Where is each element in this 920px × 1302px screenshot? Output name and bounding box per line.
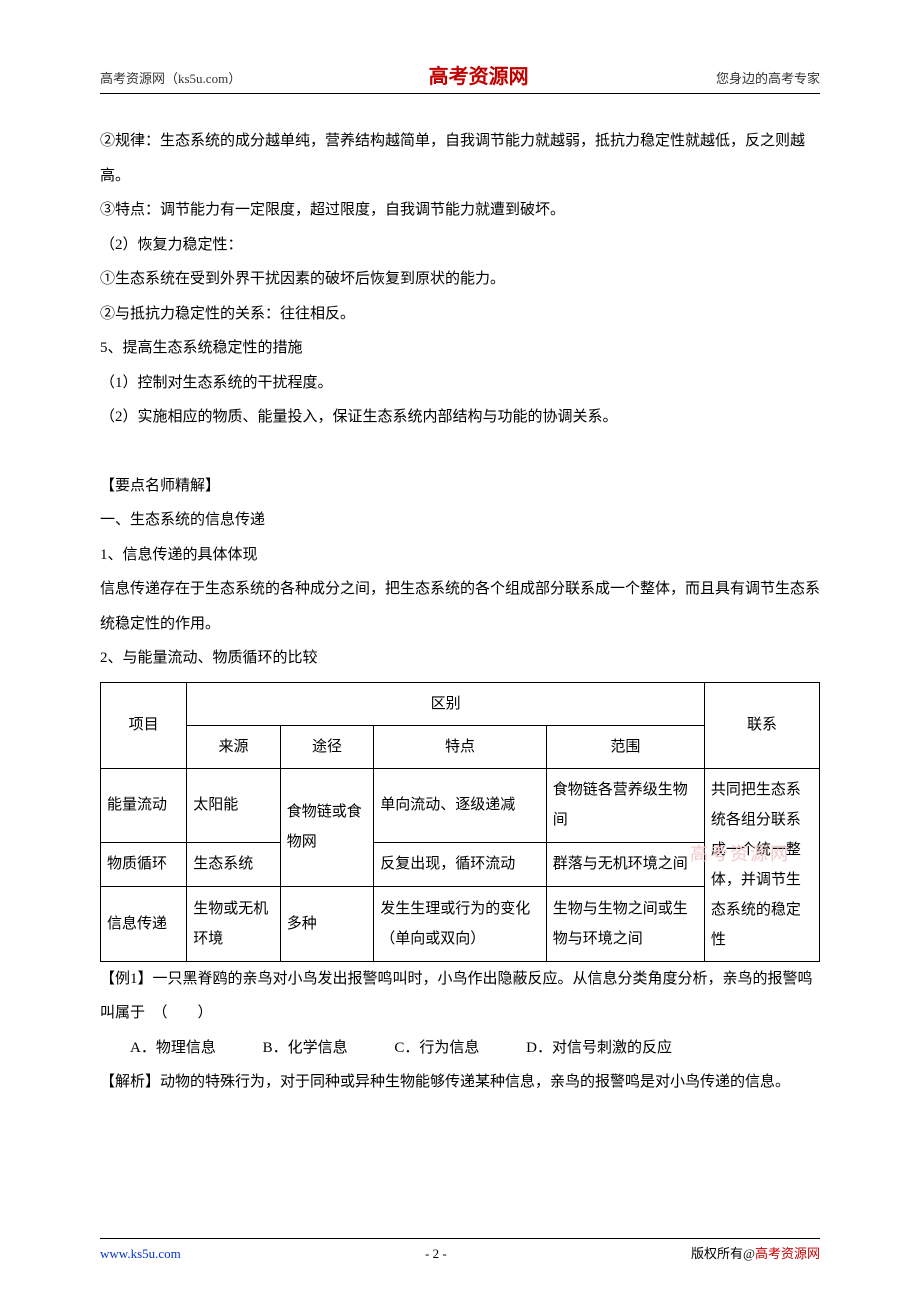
td-feat: 反复出现，循环流动: [374, 843, 547, 887]
option-c: C．行为信息: [394, 1031, 479, 1066]
footer-right-brand: 高考资源网: [755, 1246, 820, 1261]
td-src: 生物或无机环境: [187, 886, 280, 961]
footer-copyright: 版权所有@高考资源网: [691, 1243, 820, 1262]
footer-url: www.ks5u.com: [100, 1246, 181, 1262]
td-feat: 发生生理或行为的变化（单向或双向）: [374, 886, 547, 961]
body-text: ②规律：生态系统的成分越单纯，营养结构越简单，自我调节能力就越弱，抵抗力稳定性就…: [100, 124, 820, 1100]
td-scope: 食物链各营养级生物间: [546, 768, 704, 843]
paragraph: 5、提高生态系统稳定性的措施: [100, 331, 820, 366]
th-link: 联系: [704, 682, 819, 768]
td-link: 共同把生态系统各组分联系成一个统一整体，并调节生态系统的稳定性: [704, 768, 819, 961]
td-item: 能量流动: [101, 768, 187, 843]
th-item: 项目: [101, 682, 187, 768]
example-question: 【例1】一只黑脊鸥的亲鸟对小鸟发出报警鸣叫时，小鸟作出隐蔽反应。从信息分类角度分…: [100, 962, 820, 1031]
page-footer: www.ks5u.com - 2 - 版权所有@高考资源网: [100, 1238, 820, 1262]
td-path: 食物链或食物网: [280, 768, 373, 886]
paragraph: （2）恢复力稳定性：: [100, 228, 820, 263]
td-item: 信息传递: [101, 886, 187, 961]
paragraph: ③特点：调节能力有一定限度，超过限度，自我调节能力就遭到破坏。: [100, 193, 820, 228]
paragraph: 一、生态系统的信息传递: [100, 503, 820, 538]
header-center-brand: 高考资源网: [429, 60, 529, 89]
td-path: 多种: [280, 886, 373, 961]
page-header: 高考资源网（ks5u.com） 高考资源网 您身边的高考专家: [100, 60, 820, 94]
paragraph: （2）实施相应的物质、能量投入，保证生态系统内部结构与功能的协调关系。: [100, 400, 820, 435]
header-right: 您身边的高考专家: [716, 68, 820, 87]
option-b: B．化学信息: [263, 1031, 348, 1066]
header-left: 高考资源网（ks5u.com）: [100, 68, 241, 87]
option-a: A．物理信息: [130, 1031, 216, 1066]
option-d: D．对信号刺激的反应: [526, 1031, 672, 1066]
td-src: 太阳能: [187, 768, 280, 843]
td-feat: 单向流动、逐级递减: [374, 768, 547, 843]
table-row: 项目 区别 联系: [101, 682, 820, 725]
paragraph: ①生态系统在受到外界干扰因素的破坏后恢复到原状的能力。: [100, 262, 820, 297]
paragraph: 2、与能量流动、物质循环的比较: [100, 641, 820, 676]
table-row: 能量流动 太阳能 食物链或食物网 单向流动、逐级递减 食物链各营养级生物间 共同…: [101, 768, 820, 843]
th-scope: 范围: [546, 725, 704, 768]
td-scope: 群落与无机环境之间: [546, 843, 704, 887]
page: 高考资源网（ks5u.com） 高考资源网 您身边的高考专家 ②规律：生态系统的…: [0, 0, 920, 1302]
paragraph: （1）控制对生态系统的干扰程度。: [100, 366, 820, 401]
paragraph: ②与抵抗力稳定性的关系：往往相反。: [100, 297, 820, 332]
paragraph: ②规律：生态系统的成分越单纯，营养结构越简单，自我调节能力就越弱，抵抗力稳定性就…: [100, 124, 820, 193]
example-options: A．物理信息 B．化学信息 C．行为信息 D．对信号刺激的反应: [100, 1031, 820, 1066]
th-feat: 特点: [374, 725, 547, 768]
example-analysis: 【解析】动物的特殊行为，对于同种或异种生物能够传递某种信息，亲鸟的报警鸣是对小鸟…: [100, 1065, 820, 1100]
paragraph: 信息传递存在于生态系统的各种成分之间，把生态系统的各个组成部分联系成一个整体，而…: [100, 572, 820, 641]
spacer: [100, 435, 820, 469]
td-src: 生态系统: [187, 843, 280, 887]
th-diff: 区别: [187, 682, 705, 725]
td-item: 物质循环: [101, 843, 187, 887]
th-path: 途径: [280, 725, 373, 768]
section-title: 【要点名师精解】: [100, 469, 820, 504]
td-scope: 生物与生物之间或生物与环境之间: [546, 886, 704, 961]
th-src: 来源: [187, 725, 280, 768]
footer-right-prefix: 版权所有@: [691, 1246, 755, 1261]
paragraph: 1、信息传递的具体体现: [100, 538, 820, 573]
comparison-table: 项目 区别 联系 来源 途径 特点 范围 能量流动 太阳能 食物链或食物网 单向…: [100, 682, 820, 962]
footer-page-number: - 2 -: [425, 1246, 447, 1262]
